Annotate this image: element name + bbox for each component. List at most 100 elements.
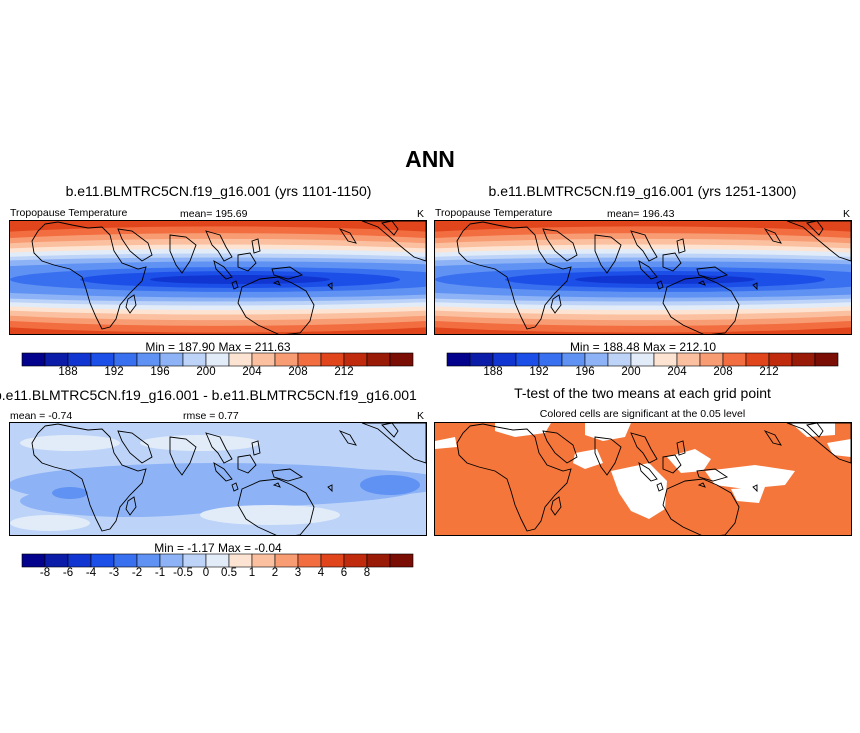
panel4-not-significant bbox=[495, 423, 551, 437]
panel2-coast-americas bbox=[786, 221, 851, 262]
panel1-map bbox=[9, 220, 427, 335]
panel1-coast-sumatra bbox=[213, 260, 233, 280]
panel1-colorbar-box bbox=[228, 352, 253, 367]
panel1-coast-americas bbox=[361, 221, 426, 262]
panel2-colorbar-boxes bbox=[446, 352, 839, 367]
panel3-coast-islands2 bbox=[272, 482, 281, 488]
panel2-coastlines bbox=[456, 221, 851, 334]
panel3-colorbar-box bbox=[228, 553, 253, 568]
panel1-contour-bands bbox=[10, 221, 426, 334]
panel3-contour-field bbox=[10, 423, 426, 535]
panel2-coast-islands1 bbox=[656, 280, 664, 290]
panel3-coast-americas bbox=[361, 423, 426, 464]
panel4-coast-seasia bbox=[630, 432, 658, 464]
panel3-diff-blob bbox=[10, 515, 90, 531]
panel2-colorbar-tick-label: 204 bbox=[667, 366, 687, 378]
panel3-title: b.e11.BLMTRC5CN.f19_g16.001 - b.e11.BLMT… bbox=[0, 387, 417, 403]
panel1-colorbar-tick-label: 196 bbox=[150, 366, 170, 378]
panel4-not-significant bbox=[435, 437, 457, 449]
panel3-coast-arabia bbox=[117, 430, 153, 464]
panel2-colorbar-box bbox=[745, 352, 770, 367]
panel3-colorbar-tick-label: 8 bbox=[363, 567, 371, 579]
panel4-subtitle: Colored cells are significant at the 0.0… bbox=[539, 408, 746, 420]
panel1-colorbar-box bbox=[159, 352, 184, 367]
panel1-coastlines bbox=[31, 221, 426, 334]
panel4-coast-samerica bbox=[806, 423, 824, 438]
panel3-colorbar-tick-label: -3 bbox=[108, 567, 120, 579]
panel2-coast-baja bbox=[763, 228, 782, 244]
panel4-coastlines bbox=[456, 423, 851, 535]
panel3-diff-blob bbox=[140, 435, 260, 451]
panel4-coast-islands3 bbox=[752, 484, 758, 493]
panel1-colorbar-box bbox=[136, 352, 161, 367]
panel3-colorbar-tick-label: 0.5 bbox=[221, 567, 237, 579]
panel3-colorbar-box bbox=[343, 553, 368, 568]
panel2-colorbar-box bbox=[791, 352, 816, 367]
panel3-mean-label: mean = -0.74 bbox=[10, 410, 73, 422]
panel1-coast-madagascar bbox=[125, 294, 137, 314]
panel1-colorbar-box bbox=[343, 352, 368, 367]
panel3-coast-islands1 bbox=[231, 482, 239, 492]
panel3-rmse-label: rmse = 0.77 bbox=[183, 410, 239, 422]
panel1-colorbar-tick-label: 212 bbox=[334, 366, 354, 378]
panel3-coast-seasia bbox=[205, 432, 233, 464]
panel3-diff-blob bbox=[20, 435, 120, 451]
panel3-colorbar-box bbox=[90, 553, 115, 568]
panel1-coast-africa bbox=[31, 221, 147, 330]
panel4-coast-borneo bbox=[662, 454, 682, 474]
panel3-colorbar-box bbox=[113, 553, 138, 568]
panel2-min-max: Min = 188.48 Max = 212.10 bbox=[569, 340, 717, 354]
panel3-colorbar-tick-label: -6 bbox=[62, 567, 74, 579]
panel2-colorbar-box bbox=[538, 352, 563, 367]
panel3-map bbox=[9, 422, 427, 536]
panel2-colorbar-tick-label: 188 bbox=[483, 366, 503, 378]
panel3-colorbar-box bbox=[21, 553, 46, 568]
panel1-colorbar-box bbox=[113, 352, 138, 367]
panel3-colorbar-tick-label: 3 bbox=[294, 567, 302, 579]
panel4-title: T-test of the two means at each grid poi… bbox=[514, 385, 771, 401]
panel2-coast-islands2 bbox=[697, 280, 706, 286]
panel4-coast-sumatra bbox=[638, 462, 658, 482]
panel3-colorbar-tick-label: -4 bbox=[85, 567, 97, 579]
panel2-coast-india bbox=[594, 234, 622, 274]
panel4-not-significant bbox=[611, 463, 667, 519]
panel1-coast-islands3 bbox=[327, 282, 333, 291]
panel1-colorbar-tick-label: 208 bbox=[288, 366, 308, 378]
panel3-coast-india bbox=[169, 436, 197, 476]
panel1-contour-field bbox=[10, 221, 426, 334]
panel3-colorbar-box bbox=[136, 553, 161, 568]
panel4-not-significant bbox=[667, 449, 711, 473]
panel1-title: b.e11.BLMTRC5CN.f19_g16.001 (yrs 1101-11… bbox=[65, 183, 372, 199]
panel2-coast-africa bbox=[456, 221, 572, 330]
panel3-colorbar-tick-label: 0 bbox=[202, 567, 210, 579]
panel4-coast-islands2 bbox=[697, 482, 706, 488]
panel2-colorbar-tick-label: 192 bbox=[529, 366, 549, 378]
panel2-units-label: K bbox=[843, 208, 851, 220]
panel2-colorbar-box bbox=[584, 352, 609, 367]
panel3-coast-samerica bbox=[381, 423, 399, 438]
panel1-colorbar-box bbox=[44, 352, 69, 367]
panel4-map bbox=[434, 422, 852, 536]
panel3-colorbar-tick-label: 1 bbox=[248, 567, 256, 579]
panel3-coastlines bbox=[31, 423, 426, 535]
panel1-colorbar-tick-label: 200 bbox=[196, 366, 216, 378]
panel3-colorbar-tick-label: -0.5 bbox=[173, 567, 193, 579]
panel3-colorbar-tick-label: 4 bbox=[317, 567, 325, 579]
panel3-diff-blob bbox=[52, 487, 88, 499]
panel1-band-2 bbox=[150, 274, 330, 285]
panel3-colorbar-box bbox=[320, 553, 345, 568]
panel2-band-2 bbox=[575, 274, 755, 285]
panel1-mean-label: mean= 195.69 bbox=[180, 208, 248, 220]
panel2-colorbar-box bbox=[768, 352, 793, 367]
panel2-colorbar-box bbox=[492, 352, 517, 367]
panel4-coast-philippines bbox=[676, 440, 686, 456]
panel2-coast-australia bbox=[662, 276, 740, 334]
panel1-colorbar-ticks: 188 192 196 200 204 208 212 bbox=[22, 366, 413, 382]
panel2-colorbar-box bbox=[561, 352, 586, 367]
panel1-coast-arabia bbox=[117, 228, 153, 262]
panel1-variable-label: Tropopause Temperature bbox=[10, 207, 128, 219]
panel2-colorbar-box bbox=[515, 352, 540, 367]
panel4-coast-australia bbox=[662, 478, 740, 535]
panel2-coast-islands3 bbox=[752, 282, 758, 291]
panel3-coast-sumatra bbox=[213, 462, 233, 482]
